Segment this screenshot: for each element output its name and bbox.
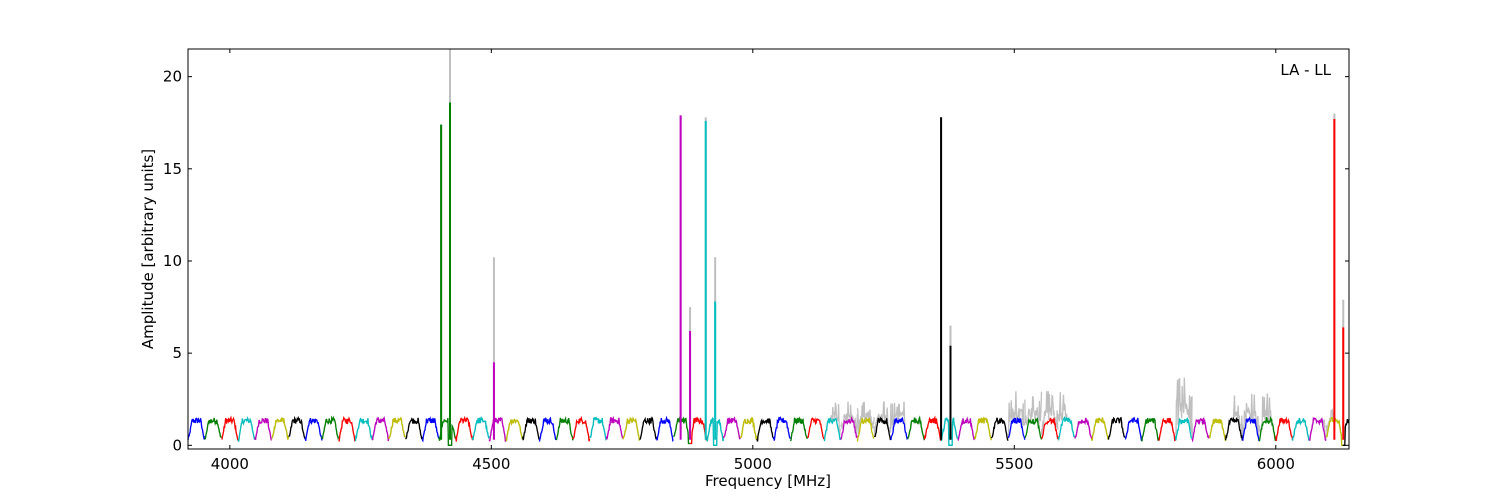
plot-frame (187, 48, 1350, 450)
band-line (371, 416, 390, 442)
band-line (505, 418, 523, 442)
band-line (1041, 417, 1059, 440)
band-line (1224, 417, 1243, 441)
band-line (890, 416, 909, 441)
band-line (488, 417, 507, 442)
band-line (288, 415, 306, 440)
band-line (455, 415, 474, 442)
band-line (873, 416, 892, 441)
y-tick-label: 10 (163, 252, 182, 270)
band-line (538, 416, 557, 442)
band-line (940, 417, 958, 446)
y-tick-label: 20 (163, 68, 182, 86)
band-line (756, 418, 775, 442)
annotation-label: LA - LL (1280, 61, 1331, 79)
band-line (1308, 416, 1327, 441)
band-line (388, 416, 407, 440)
x-tick-label: 4500 (472, 455, 510, 473)
band-line (271, 417, 290, 440)
band-line (1057, 415, 1075, 442)
band-line (622, 416, 641, 441)
raw-spectrum (187, 49, 1350, 446)
band-line (1258, 415, 1277, 443)
x-tick-label: 6000 (1257, 455, 1295, 473)
band-line (773, 415, 791, 441)
band-line (1024, 417, 1043, 440)
band-line (1141, 418, 1160, 442)
band-line (1208, 418, 1227, 442)
raw-band-line (873, 401, 892, 435)
band-line (1124, 416, 1143, 442)
band-line (840, 416, 859, 440)
band-line (1291, 417, 1310, 441)
band-line (856, 417, 875, 442)
x-axis: 4000 4500 5000 5500 6000 (211, 49, 1295, 473)
band-line (1107, 416, 1126, 440)
band-line (990, 417, 1009, 441)
x-tick-label: 4000 (211, 455, 249, 473)
band-line (1074, 417, 1093, 440)
band-line (957, 416, 975, 441)
band-line (1342, 418, 1350, 446)
band-line (1275, 416, 1294, 441)
x-tick-label: 5000 (734, 455, 772, 473)
band-line (304, 418, 323, 441)
band-line (639, 416, 658, 440)
band-line (806, 417, 825, 440)
band-line (789, 416, 808, 442)
y-axis: 0 5 10 15 20 (163, 68, 1349, 454)
band-line (338, 416, 356, 442)
raw-band-line (1040, 391, 1059, 437)
raw-band-line (1024, 391, 1043, 426)
band-line (906, 415, 925, 441)
band-line (706, 416, 725, 446)
band-line (923, 415, 942, 441)
band-line (421, 416, 440, 443)
band-line (1091, 417, 1110, 441)
raw-band-line (1258, 393, 1277, 441)
band-line (221, 415, 239, 441)
band-line (555, 416, 574, 441)
y-tick-label: 0 (172, 436, 182, 454)
band-line (522, 416, 540, 441)
band-line (237, 416, 256, 442)
band-line (605, 416, 624, 440)
band-line (1158, 417, 1177, 442)
band-line (722, 416, 741, 440)
raw-band-line (1241, 393, 1260, 437)
band-line (1174, 416, 1193, 441)
y-tick-label: 5 (172, 344, 182, 362)
band-spectra (187, 102, 1350, 446)
x-axis-label: Frequency [MHz] (705, 472, 831, 490)
band-line (1007, 417, 1026, 440)
band-line (471, 416, 490, 441)
band-line (1191, 417, 1210, 443)
y-axis-label: Amplitude [arbitrary units] (139, 149, 157, 349)
band-line (405, 417, 423, 440)
band-line (354, 417, 373, 442)
band-line (589, 416, 607, 442)
y-tick-label: 15 (163, 160, 182, 178)
band-line (204, 417, 223, 440)
x-tick-label: 5500 (995, 455, 1033, 473)
band-line (739, 416, 758, 440)
band-line (823, 417, 842, 442)
band-line (690, 416, 708, 445)
band-line (321, 415, 340, 441)
raw-band-line (1007, 391, 1026, 439)
band-line (572, 415, 591, 442)
band-line (187, 417, 206, 440)
band-line (673, 416, 691, 445)
band-line (1241, 416, 1260, 442)
band-line (973, 416, 992, 441)
band-line (254, 417, 272, 441)
raw-band-line (1174, 377, 1193, 441)
band-line (655, 415, 674, 443)
